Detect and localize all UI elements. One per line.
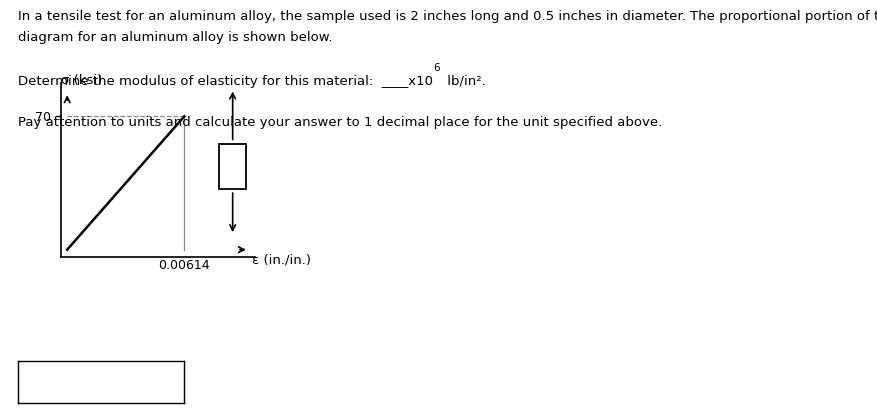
Text: Pay attention to units and calculate your answer to 1 decimal place for the unit: Pay attention to units and calculate you… <box>18 116 661 129</box>
Text: In a tensile test for an aluminum alloy, the sample used is 2 inches long and 0.: In a tensile test for an aluminum alloy,… <box>18 10 877 23</box>
Text: 0.00614: 0.00614 <box>159 259 210 272</box>
Text: Determine the modulus of elasticity for this material:  ____x10: Determine the modulus of elasticity for … <box>18 75 432 88</box>
Text: σ (ksi): σ (ksi) <box>61 74 103 87</box>
Text: 6: 6 <box>433 63 440 73</box>
Text: ε (in./in.): ε (in./in.) <box>252 254 311 266</box>
Text: lb/in².: lb/in². <box>443 75 486 88</box>
Text: diagram for an aluminum alloy is shown below.: diagram for an aluminum alloy is shown b… <box>18 31 332 44</box>
Bar <box>219 144 246 189</box>
